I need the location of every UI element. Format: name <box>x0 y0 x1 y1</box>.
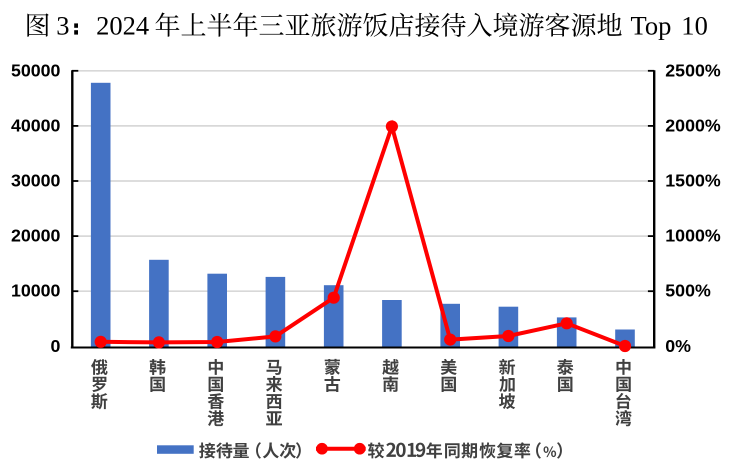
svg-text:1000%: 1000% <box>665 226 721 246</box>
svg-text:10000: 10000 <box>11 281 61 301</box>
svg-text:2500%: 2500% <box>665 60 721 80</box>
svg-text:0%: 0% <box>665 336 691 356</box>
svg-text:30000: 30000 <box>11 171 61 191</box>
svg-text:2024: 2024 <box>96 11 149 41</box>
svg-text:1500%: 1500% <box>665 171 721 191</box>
svg-text:0: 0 <box>695 11 708 41</box>
svg-text:500%: 500% <box>665 281 711 301</box>
svg-text:50000: 50000 <box>11 60 61 80</box>
svg-text:40000: 40000 <box>11 115 61 135</box>
svg-text:2000%: 2000% <box>665 115 721 135</box>
svg-text:3: 3 <box>56 11 69 41</box>
svg-text:20000: 20000 <box>11 226 61 246</box>
svg-text:1: 1 <box>681 11 694 41</box>
svg-text:Top: Top <box>631 11 672 41</box>
svg-text:0: 0 <box>51 336 61 356</box>
